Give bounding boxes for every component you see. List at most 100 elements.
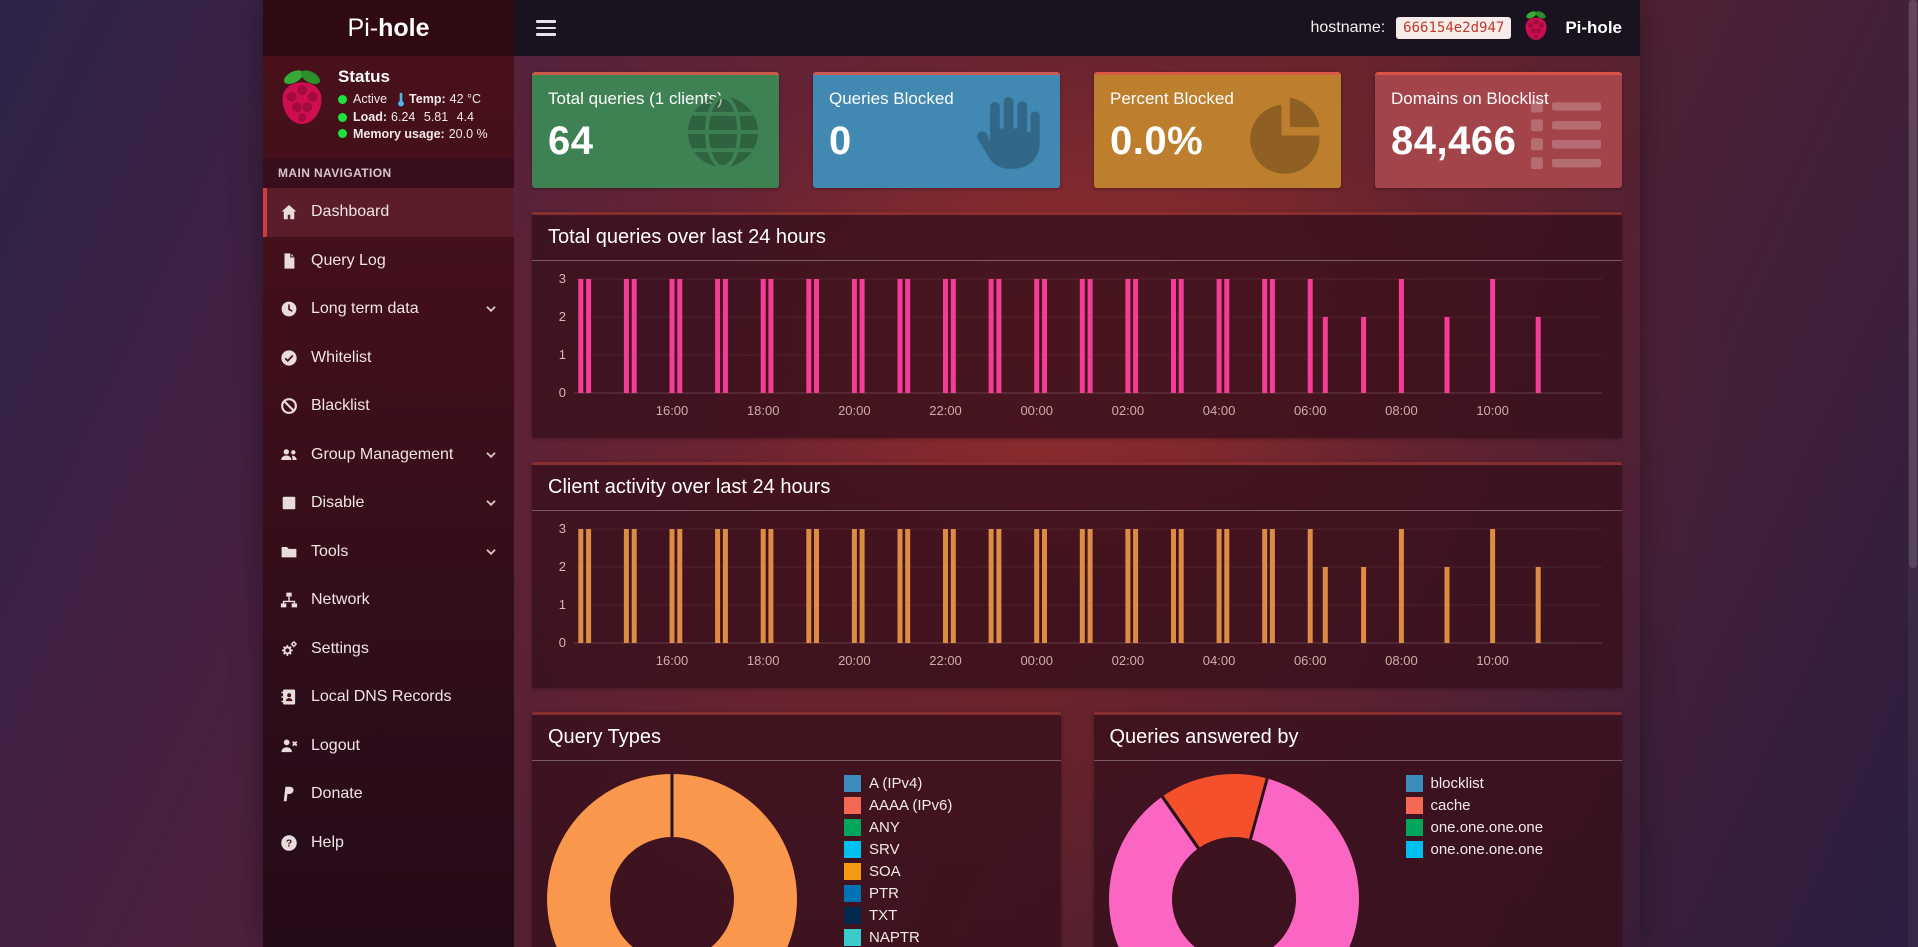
sidebar-item-disable[interactable]: Disable: [263, 479, 514, 528]
navbar-right: hostname: 666154e2d947 Pi-hole: [1310, 10, 1622, 47]
sidebar-item-donate[interactable]: Donate: [263, 770, 514, 819]
panel-body: 0 1 2 3 16:00 18:00 20:00 22:00 00:00 02:00 04:00 0…: [532, 261, 1622, 438]
sidebar-item-group-management[interactable]: Group Management: [263, 431, 514, 480]
svg-text:00:00: 00:00: [1020, 653, 1053, 668]
memory-value: 20.0 %: [448, 126, 488, 141]
brand-suffix: hole: [378, 13, 430, 42]
legend-item[interactable]: NAPTR: [844, 929, 952, 946]
legend-item[interactable]: one.one.one.one: [1405, 841, 1543, 858]
svg-text:18:00: 18:00: [747, 403, 780, 418]
nav-heading: MAIN NAVIGATION: [263, 158, 514, 188]
card-title: Percent Blocked: [1110, 89, 1234, 108]
sidebar-item-label: Dashboard: [311, 203, 390, 221]
legend-label: A (IPv4): [869, 775, 923, 792]
legend-item[interactable]: one.one.one.one: [1405, 819, 1544, 836]
sidebar-item-settings[interactable]: Settings: [263, 625, 514, 674]
legend-label: blocklist: [1430, 775, 1484, 792]
legend-item[interactable]: AAAA (IPv6): [844, 797, 952, 814]
panel-title: Client activity over last 24 hours: [548, 476, 831, 498]
clients-bar-chart: 0 1 2 3 16:00 18:00 20:00 22:00 00:00 02:00 04:00 0…: [559, 521, 1602, 668]
question-icon: ?: [279, 834, 298, 852]
sidebar-item-long-term-data[interactable]: Long term data: [263, 285, 514, 334]
svg-text:22:00: 22:00: [929, 653, 962, 668]
svg-text:06:00: 06:00: [1294, 653, 1327, 668]
sidebar-item-query-log[interactable]: Query Log: [263, 237, 514, 286]
panel-total-queries: Total queries over last 24 hours 0 1 2 3 16:…: [532, 212, 1622, 438]
sidebar-item-whitelist[interactable]: Whitelist: [263, 334, 514, 383]
gears-icon: [279, 640, 298, 658]
legend-label: one.one.one.one: [1430, 819, 1544, 836]
sidebar-brand-link[interactable]: Pi-hole: [263, 0, 514, 56]
panel-client-activity: Client activity over last 24 hours 0 1 2 3 1…: [532, 462, 1622, 688]
legend-item[interactable]: ANY: [844, 819, 952, 836]
svg-text:10:00: 10:00: [1476, 653, 1509, 668]
load-value: 6.24 5.81 4.4: [391, 110, 475, 124]
status-active-label: Active: [353, 92, 388, 107]
legend-item[interactable]: A (IPv4): [844, 775, 952, 792]
svg-text:22:00: 22:00: [929, 403, 962, 418]
legend-label: NAPTR: [869, 929, 920, 946]
sidebar-item-logout[interactable]: Logout: [263, 722, 514, 771]
clock-icon: [279, 300, 298, 318]
sidebar-item-dashboard[interactable]: Dashboard: [263, 188, 514, 237]
legend-color-swatch: [844, 907, 861, 924]
sidebar-item-label: Local DNS Records: [311, 688, 452, 706]
legend-label: TXT: [869, 907, 898, 924]
sidebar-item-help[interactable]: ? Help: [263, 819, 514, 868]
panel-header: Total queries over last 24 hours: [532, 215, 1622, 261]
sidebar-item-label: Logout: [311, 736, 360, 754]
panel-title: Queries answered by: [1109, 726, 1299, 748]
card-title: Total queries (1 clients): [548, 89, 723, 108]
status-row-load: Load: 6.24 5.81 4.4: [338, 111, 488, 124]
card-percent-blocked: Percent Blocked 0.0%: [1094, 72, 1341, 188]
panel-body: A (IPv4) AAAA (IPv6) ANY SRV SOA PTR TXT NAPTR: [532, 761, 1061, 947]
legend-item[interactable]: SOA: [844, 863, 952, 880]
svg-text:?: ?: [285, 838, 291, 849]
sidebar-toggle-button[interactable]: [532, 16, 560, 40]
card-value: 0: [829, 119, 852, 163]
panel-header: Queries answered by: [1093, 715, 1622, 761]
legend-label: PTR: [869, 885, 899, 902]
bottom-panels-row: Query Types A (IPv4) AAAA (IPv6) ANY SRV SOA…: [532, 688, 1622, 947]
list-icon: [1524, 90, 1608, 174]
home-icon: [279, 203, 298, 221]
svg-text:2: 2: [559, 309, 566, 324]
chevron-down-icon: [482, 543, 500, 561]
sidebar-item-blacklist[interactable]: Blacklist: [263, 382, 514, 431]
legend-item[interactable]: TXT: [844, 907, 952, 924]
ban-icon: [279, 397, 298, 415]
logout-icon: [279, 737, 298, 755]
svg-text:06:00: 06:00: [1294, 403, 1327, 418]
legend-item[interactable]: PTR: [844, 885, 952, 902]
sidebar-item-label: Help: [311, 833, 344, 851]
brand-prefix: Pi-: [347, 13, 379, 42]
hand-icon: [962, 90, 1046, 174]
svg-text:02:00: 02:00: [1112, 653, 1145, 668]
scrollbar-thumb[interactable]: [1909, 0, 1917, 569]
status-title: Status: [338, 67, 390, 86]
legend-item[interactable]: cache: [1405, 797, 1544, 814]
sidebar-item-local-dns-records[interactable]: Local DNS Records: [263, 673, 514, 722]
svg-text:16:00: 16:00: [656, 403, 689, 418]
panel-body: 0 1 2 3 16:00 18:00 20:00 22:00 00:00 02:00 04:00 0…: [532, 511, 1622, 688]
svg-text:08:00: 08:00: [1385, 403, 1418, 418]
sidebar-item-network[interactable]: Network: [263, 576, 514, 625]
sitemap-icon: [279, 591, 298, 609]
queries-answered-legend: blocklist cache one.one.one.one one.one.one…: [1405, 775, 1544, 863]
legend-item[interactable]: blocklist: [1405, 775, 1544, 792]
status-row-active: Active Temp: 42 °C: [338, 92, 488, 107]
legend-color-swatch: [1405, 775, 1423, 792]
sidebar-item-label: Disable: [311, 494, 365, 512]
sidebar-item-label: Long term data: [311, 300, 419, 318]
legend-label: cache: [1430, 797, 1471, 814]
sidebar-item-tools[interactable]: Tools: [263, 528, 514, 577]
panel-queries-answered-by: Queries answered by blocklist cache one.on…: [1093, 712, 1622, 947]
legend-label: ANY: [869, 819, 900, 836]
hostname-label: hostname:: [1310, 19, 1386, 36]
legend-item[interactable]: SRV: [844, 841, 952, 858]
temp-label: Temp:: [409, 92, 446, 107]
main-area: hostname: 666154e2d947 Pi-hole Total que…: [514, 0, 1640, 947]
svg-text:2: 2: [559, 559, 566, 574]
raspberry-logo-icon: [276, 68, 328, 133]
svg-text:08:00: 08:00: [1385, 653, 1418, 668]
